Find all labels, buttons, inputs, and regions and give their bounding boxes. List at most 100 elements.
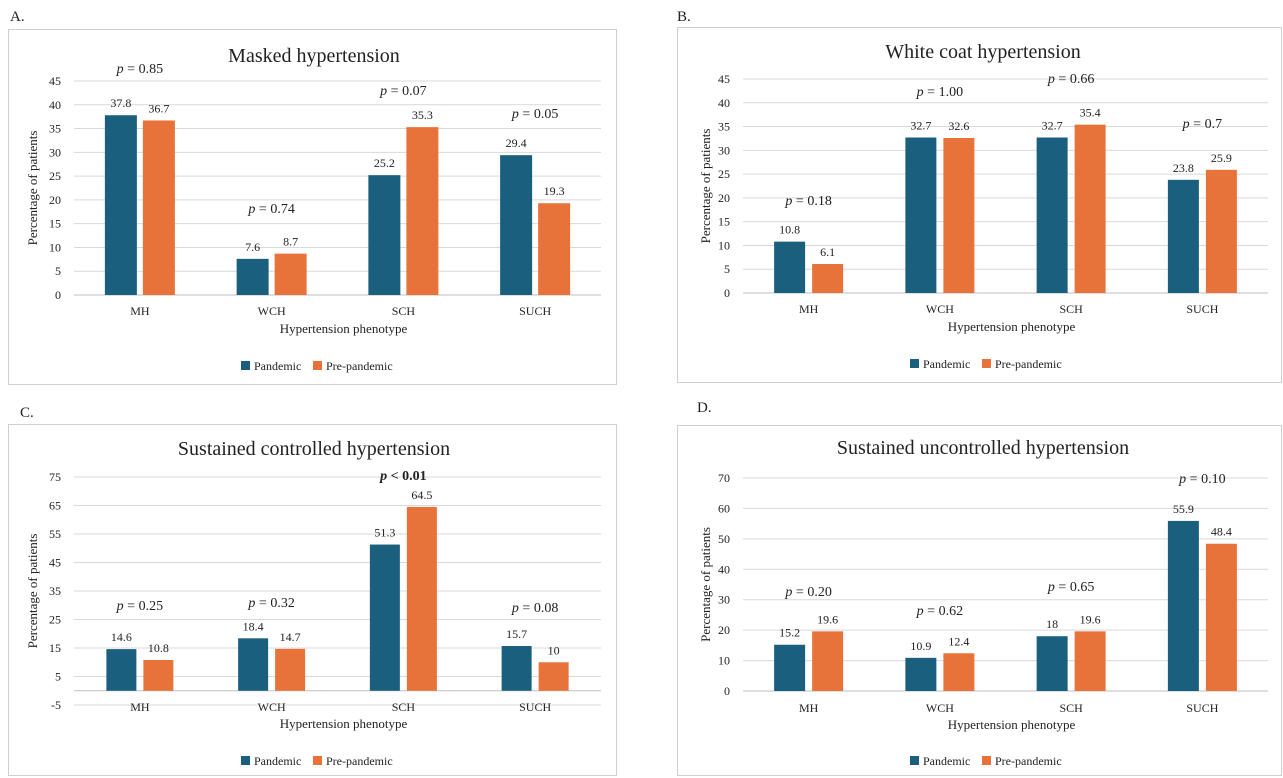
p-value-annotation: p = 0.08 xyxy=(511,601,558,616)
p-value-symbol: p xyxy=(379,469,387,484)
y-tick-label: 45 xyxy=(49,74,61,88)
data-label: 23.8 xyxy=(1173,161,1194,175)
p-value-annotation: p = 0.66 xyxy=(1047,72,1094,87)
p-value-text: = 0.65 xyxy=(1055,580,1094,595)
panel-letter-b: B. xyxy=(677,9,691,25)
x-tick-label: SCH xyxy=(1059,701,1083,715)
chart-title: White coat hypertension xyxy=(885,41,1081,63)
y-tick-label: 10 xyxy=(718,238,730,252)
panel-letter-a: A. xyxy=(10,9,25,25)
bar-mh-pre-pandemic xyxy=(143,659,174,691)
p-value-symbol: p xyxy=(1178,472,1186,487)
p-value-text: = 0.05 xyxy=(519,107,558,122)
data-label: 8.7 xyxy=(283,235,298,249)
p-value-text: = 0.85 xyxy=(124,62,163,77)
y-tick-label: 25 xyxy=(718,167,730,181)
chart-sustained-controlled-hypertension: Sustained controlled hypertension -5 5 15 25… xyxy=(25,438,601,768)
y-tick-label: 30 xyxy=(718,593,730,607)
data-label: 19.6 xyxy=(1080,612,1101,626)
p-value-text: < 0.01 xyxy=(387,469,426,484)
p-value-annotation: p = 0.74 xyxy=(247,202,294,217)
y-tick-label: 40 xyxy=(718,562,730,576)
y-tick-label: 45 xyxy=(718,72,730,86)
legend-swatch-pandemic xyxy=(241,361,250,370)
bar-mh-pre-pandemic xyxy=(812,263,844,293)
data-label: 15.2 xyxy=(779,626,800,640)
x-tick-label: SCH xyxy=(392,304,416,318)
data-label: 19.6 xyxy=(817,612,838,626)
x-tick-label: SUCH xyxy=(1186,302,1218,316)
bar-such-pre-pandemic xyxy=(1205,169,1237,293)
bar-such-pandemic xyxy=(1167,520,1199,691)
bar-wch-pre-pandemic xyxy=(943,653,975,691)
y-tick-label: 25 xyxy=(49,169,61,183)
legend-swatch-pre-pandemic xyxy=(982,756,991,765)
x-tick-label: WCH xyxy=(926,701,954,715)
x-tick-label: WCH xyxy=(926,302,954,316)
y-tick-label: 0 xyxy=(724,286,730,300)
bar-mh-pandemic xyxy=(774,241,806,293)
y-tick-label: 75 xyxy=(49,470,61,484)
data-label: 55.9 xyxy=(1173,502,1194,516)
bar-mh-pandemic xyxy=(774,644,806,691)
y-tick-label: -5 xyxy=(51,698,61,712)
p-value-annotation: p = 0.85 xyxy=(116,62,163,77)
y-tick-label: 0 xyxy=(55,288,61,302)
bar-wch-pandemic xyxy=(236,258,269,295)
bar-mh-pre-pandemic xyxy=(142,120,175,296)
data-label: 36.7 xyxy=(148,101,169,115)
data-label: 18.4 xyxy=(243,619,264,633)
bar-wch-pandemic xyxy=(238,638,269,691)
data-label: 37.8 xyxy=(110,96,131,110)
p-value-symbol: p xyxy=(116,599,124,614)
legend-label: Pre-pandemic xyxy=(995,357,1062,371)
x-tick-label: SUCH xyxy=(1186,701,1218,715)
y-tick-label: 15 xyxy=(718,215,730,229)
data-label: 32.7 xyxy=(1042,118,1063,132)
p-value-text: = 0.74 xyxy=(255,202,294,217)
legend-swatch-pandemic xyxy=(910,359,919,368)
data-label: 12.4 xyxy=(948,634,969,648)
p-value-symbol: p xyxy=(1047,72,1055,87)
bar-wch-pre-pandemic xyxy=(274,253,307,295)
bar-sch-pre-pandemic xyxy=(1074,124,1106,293)
legend-label: Pandemic xyxy=(923,754,970,768)
bar-wch-pandemic xyxy=(905,137,937,293)
p-value-symbol: p xyxy=(379,84,387,99)
chart-masked-hypertension: Masked hypertension 0 5 10 15 20 25 30 35 40 45 Per… xyxy=(25,45,601,373)
data-label: 32.7 xyxy=(910,118,931,132)
p-value-annotation: p = 0.10 xyxy=(1178,472,1225,487)
data-label: 18 xyxy=(1046,617,1058,631)
data-label: 14.6 xyxy=(111,630,132,644)
y-tick-label: 45 xyxy=(49,556,61,570)
p-value-symbol: p xyxy=(1182,117,1190,132)
y-tick-label: 5 xyxy=(55,670,61,684)
p-value-text: = 1.00 xyxy=(924,85,963,100)
data-label: 35.3 xyxy=(412,108,433,122)
x-tick-label: MH xyxy=(799,701,819,715)
legend-label: Pandemic xyxy=(254,754,301,768)
bar-such-pandemic xyxy=(1167,179,1199,293)
data-label: 51.3 xyxy=(374,526,395,540)
x-axis-label: Hypertension phenotype xyxy=(280,716,408,731)
bar-wch-pre-pandemic xyxy=(275,648,306,691)
chart-panel-sustained-controlled-hypertension: Sustained controlled hypertension -5 5 15 25… xyxy=(8,424,617,776)
data-label: 10 xyxy=(548,643,560,657)
data-label: 48.4 xyxy=(1211,525,1232,539)
data-label: 14.7 xyxy=(280,630,301,644)
x-tick-label: MH xyxy=(799,302,819,316)
y-tick-label: 20 xyxy=(718,623,730,637)
p-value-annotation: p = 0.20 xyxy=(784,585,831,600)
y-tick-label: 35 xyxy=(718,120,730,134)
y-tick-label: 70 xyxy=(718,471,730,485)
y-tick-label: 15 xyxy=(49,217,61,231)
x-axis-label: Hypertension phenotype xyxy=(948,319,1076,334)
chart-panel-white-coat-hypertension: White coat hypertension 0 5 10 15 20 25 30 35 40 4… xyxy=(677,27,1282,383)
p-value-text: = 0.18 xyxy=(792,194,831,209)
chart-white-coat-hypertension: White coat hypertension 0 5 10 15 20 25 30 35 40 4… xyxy=(698,41,1268,371)
y-tick-label: 20 xyxy=(49,193,61,207)
p-value-annotation: p = 0.65 xyxy=(1047,580,1094,595)
y-tick-label: 35 xyxy=(49,122,61,136)
x-tick-label: SCH xyxy=(392,700,416,714)
chart-title: Sustained controlled hypertension xyxy=(178,438,450,460)
